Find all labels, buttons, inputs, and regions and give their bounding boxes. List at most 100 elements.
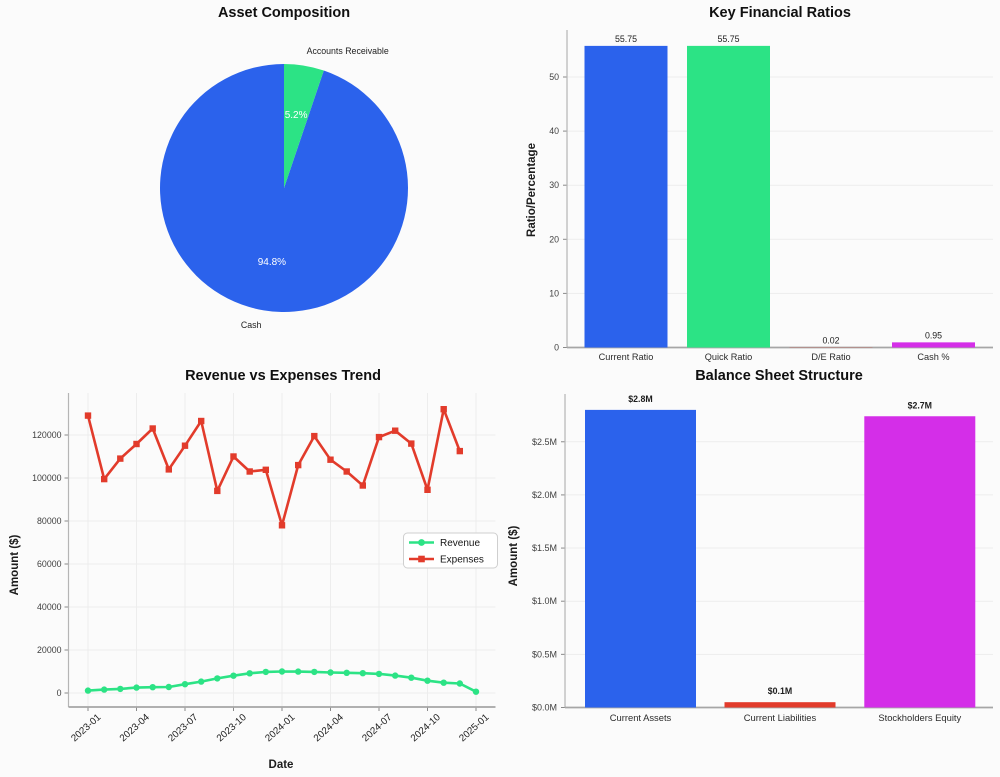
x-category-label: Current Ratio: [599, 352, 654, 362]
y-tick-label: 20000: [37, 645, 62, 655]
marker-expenses: [424, 486, 431, 493]
bar-quick-ratio: [687, 45, 770, 348]
x-category-label: Quick Ratio: [705, 352, 753, 362]
pie-chart: 94.8% Cash 5.2% Accounts Receivable: [160, 46, 409, 330]
y-tick-label: 0: [554, 343, 559, 353]
legend-item-label: Revenue: [440, 538, 480, 549]
x-category-label: D/E Ratio: [811, 352, 850, 362]
bar-current-ratio: [584, 45, 668, 348]
bar-value-label: 55.75: [717, 34, 739, 44]
marker-revenue: [408, 674, 415, 681]
legend: Revenue Expenses: [403, 532, 498, 569]
x-category-label: Stockholders Equity: [878, 712, 961, 723]
y-tick-label: 30: [549, 180, 559, 190]
marker-expenses: [456, 447, 463, 455]
marker-expenses: [278, 522, 286, 529]
marker-revenue: [278, 668, 286, 675]
marker-expenses: [327, 456, 334, 463]
x-category-label: Current Liabilities: [744, 712, 817, 723]
marker-expenses: [230, 453, 237, 460]
y-tick-label: $2.5M: [532, 437, 557, 447]
y-tick-label: $0.0M: [532, 703, 557, 713]
bar-value-label: 0.02: [822, 335, 839, 345]
marker-revenue: [472, 688, 480, 695]
bar-stockholders-equity: [864, 416, 976, 708]
y-tick-label: 60000: [37, 559, 62, 569]
y-tick-label: $2.0M: [532, 490, 557, 500]
marker-expenses: [101, 475, 108, 483]
marker-expenses: [262, 466, 269, 473]
marker-expenses: [214, 487, 221, 495]
marker-revenue: [230, 672, 237, 679]
legend-item-label: Expenses: [440, 555, 484, 566]
y-tick-label: $1.0M: [532, 596, 557, 606]
marker-revenue: [375, 670, 383, 678]
pie-slice-name-label: Cash: [241, 320, 262, 330]
marker-revenue: [198, 678, 205, 685]
bar-cash-%: [892, 342, 975, 348]
balance-chart: $0.0M $0.5M $1.0M $1.5M $2.0M $2.5M $2.8M Curre…: [532, 394, 993, 723]
bar-value-label: 0.95: [925, 330, 942, 340]
marker-expenses: [359, 482, 366, 489]
y-tick-label: 20: [549, 234, 559, 244]
marker-revenue: [440, 679, 447, 686]
marker-revenue: [311, 668, 318, 676]
bar-value-label: $0.1M: [768, 686, 792, 696]
y-tick-label: $0.5M: [532, 649, 557, 659]
bar-current-liabilities: [724, 702, 836, 708]
x-category-label: Current Assets: [610, 712, 672, 723]
pie-slice-cash: [160, 64, 409, 312]
legend-marker-square: [418, 555, 425, 563]
marker-expenses: [295, 461, 302, 469]
marker-expenses: [84, 412, 92, 419]
y-tick-label: 50: [549, 72, 559, 82]
marker-revenue: [424, 677, 431, 684]
y-tick-label: $1.5M: [532, 543, 557, 553]
marker-expenses: [133, 440, 140, 448]
bar-current-assets: [585, 409, 696, 708]
y-tick-label: 100000: [32, 473, 61, 483]
marker-expenses: [181, 442, 189, 449]
y-tick-label: 40: [549, 126, 559, 136]
marker-revenue: [149, 684, 156, 691]
y-tick-label: 80000: [37, 516, 62, 526]
marker-expenses: [198, 417, 205, 425]
y-tick-label: 10: [549, 288, 559, 298]
marker-revenue: [343, 669, 350, 676]
legend-marker-circle: [418, 539, 425, 546]
marker-revenue: [181, 681, 189, 688]
marker-expenses: [165, 466, 172, 473]
bar-value-label: $2.8M: [628, 394, 652, 404]
marker-revenue: [246, 670, 253, 677]
marker-revenue: [392, 672, 399, 679]
marker-expenses: [149, 425, 156, 432]
marker-expenses: [246, 468, 253, 475]
marker-expenses: [117, 455, 124, 462]
marker-expenses: [343, 468, 350, 475]
pie-slice-name-label: Accounts Receivable: [307, 46, 389, 56]
marker-revenue: [327, 669, 334, 676]
marker-revenue: [456, 680, 463, 687]
marker-expenses: [311, 432, 318, 440]
bar-value-label: 55.75: [615, 34, 637, 44]
pie-slice-pct-label: 5.2%: [285, 110, 308, 121]
x-category-label: Cash %: [917, 352, 949, 362]
ratios-chart: 0 10 20 30 40 50 55.75 Current Ratio 55.75 Quick …: [549, 30, 993, 362]
marker-revenue: [262, 668, 269, 676]
marker-expenses: [392, 427, 399, 434]
marker-revenue: [84, 687, 92, 694]
bar-value-label: $2.7M: [908, 400, 932, 410]
pie-slice-accounts-receivable: [284, 63, 324, 188]
marker-revenue: [214, 675, 221, 682]
marker-revenue: [117, 685, 124, 693]
y-tick-label: 0: [57, 688, 62, 698]
marker-expenses: [408, 440, 415, 447]
y-tick-label: 40000: [37, 602, 62, 612]
marker-expenses: [440, 406, 447, 413]
marker-revenue: [295, 668, 302, 675]
marker-revenue: [133, 684, 140, 691]
y-tick-label: 120000: [32, 430, 61, 440]
